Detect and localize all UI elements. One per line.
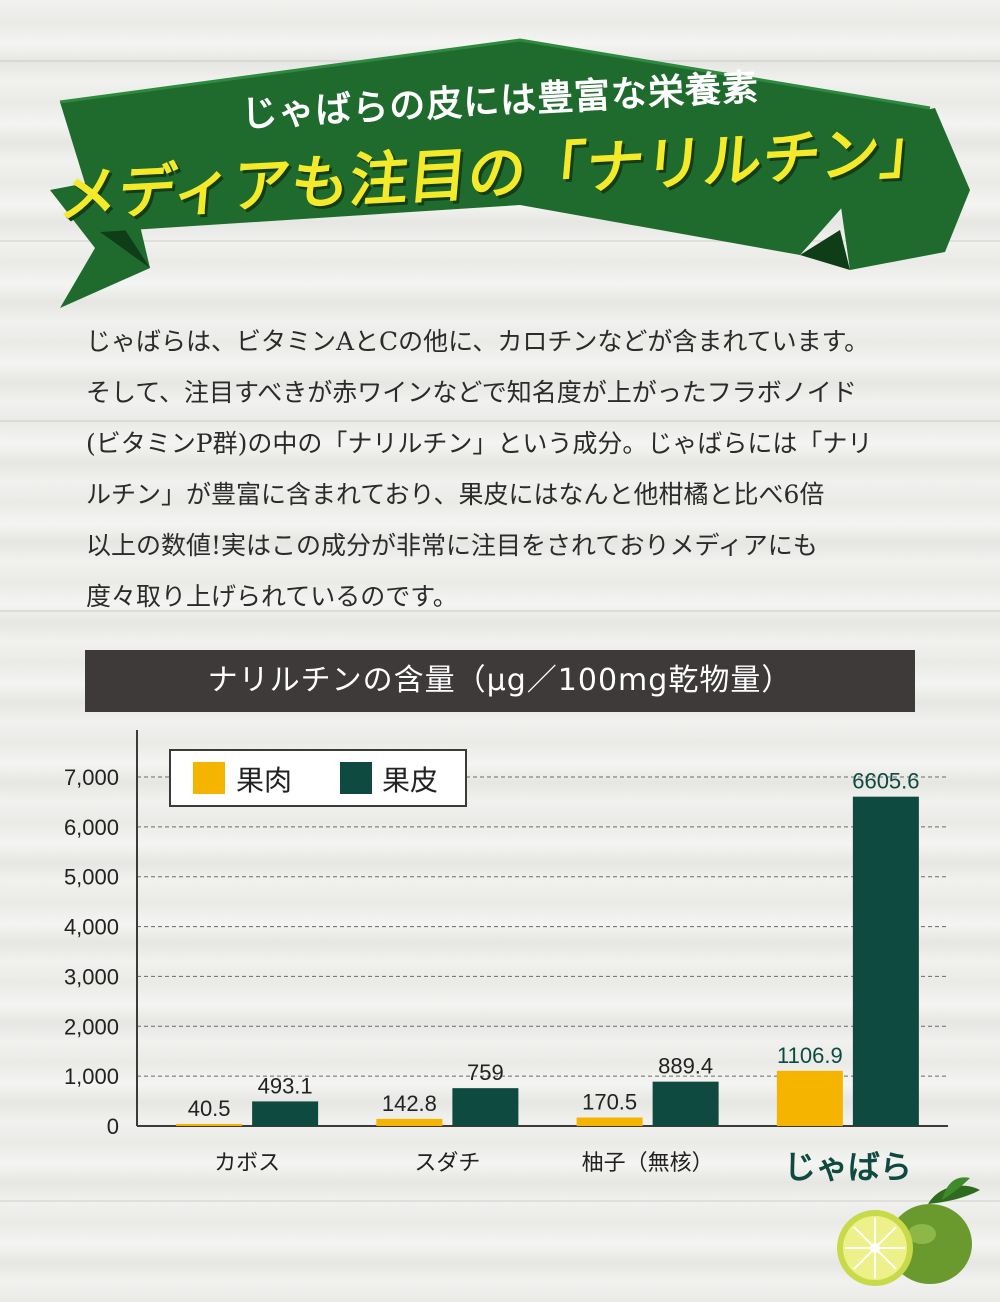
- x-tick-label: じゃばら: [784, 1149, 912, 1185]
- legend-swatch-peel: [340, 762, 372, 794]
- bar-flesh: [376, 1118, 443, 1126]
- bar-flesh: [776, 1070, 843, 1126]
- wood-texture-line: [0, 1200, 1000, 1202]
- y-tick-label: 3,000: [64, 964, 119, 989]
- y-tick-label: 2,000: [64, 1014, 119, 1039]
- fruit-highlight: [908, 1224, 936, 1244]
- ribbon-highlight: [59, 38, 931, 110]
- y-tick-labels: 0 1,000 2,000 3,000 4,000 5,000 6,000 7,000: [64, 765, 119, 1139]
- y-tick-label: 1,000: [64, 1064, 119, 1089]
- sliced-fruit-segments: [845, 1218, 905, 1278]
- ribbon-left-fold: [100, 222, 150, 268]
- ribbon-shape: [50, 38, 970, 308]
- intro-line: 以上の数値!実はこの成分が非常に注目をされておりメディアにも: [86, 531, 818, 560]
- x-tick-labels: カボス スダチ 柚子（無核） じゃばら: [214, 1149, 912, 1185]
- data-label: 40.5: [188, 1096, 231, 1121]
- intro-line: そして、注目すべきが赤ワインなどで知名度が上がったフラボノイド: [86, 378, 857, 407]
- x-tick-label: 柚子（無核）: [582, 1150, 714, 1175]
- y-tick-label: 6,000: [64, 815, 119, 840]
- leaf-icon: [942, 1177, 970, 1200]
- x-tick-label: スダチ: [414, 1150, 480, 1175]
- chart-title: ナリルチンの含量（μg／100mg乾物量）: [85, 650, 915, 712]
- legend-label-flesh: 果肉: [236, 765, 292, 796]
- ribbon-banner: じゃばらの皮には豊富な栄養素 メディアも注目の「ナリルチン」: [0, 0, 1000, 320]
- data-label: 170.5: [582, 1089, 637, 1114]
- intro-line: (ビタミンP群)の中の「ナリルチン」という成分。じゃばらには「ナリ: [86, 429, 873, 458]
- chart-legend: 果肉 果皮: [169, 749, 467, 807]
- bars: [176, 796, 919, 1126]
- y-tick-label: 4,000: [64, 915, 119, 940]
- bar-flesh: [176, 1123, 243, 1126]
- x-tick-label: カボス: [214, 1150, 280, 1175]
- data-label: 6605.6: [852, 769, 919, 794]
- intro-paragraph: じゃばらは、ビタミンAとCの他に、カロチンなどが含まれています。 そして、注目す…: [86, 316, 926, 622]
- data-label: 759: [467, 1060, 504, 1085]
- data-label: 142.8: [382, 1091, 437, 1116]
- data-label: 1106.9: [777, 1043, 843, 1068]
- jabara-fruit-illustration: [837, 1177, 980, 1286]
- wood-texture-line: [0, 240, 1000, 242]
- ribbon-right-fold: [800, 230, 850, 270]
- y-tick-label: 5,000: [64, 865, 119, 890]
- data-label: 493.1: [258, 1073, 313, 1098]
- bar-peel: [852, 796, 919, 1126]
- intro-line: ルチン」が豊富に含まれており、果皮にはなんと他柑橘と比べ6倍: [86, 480, 825, 509]
- bar-peel: [252, 1101, 319, 1126]
- leaf-icon: [928, 1185, 980, 1204]
- grid-lines: [137, 776, 948, 1077]
- wood-texture-line: [0, 610, 1000, 612]
- y-tick-label: 7,000: [64, 765, 119, 790]
- bar-peel: [452, 1088, 519, 1126]
- data-labels: 40.5 493.1 142.8 759 170.5 889.4 1106.9 6605.6: [188, 769, 920, 1121]
- legend-label-peel: 果皮: [382, 765, 438, 796]
- ribbon-main-band: [60, 40, 930, 255]
- y-tick-label: 0: [107, 1114, 119, 1139]
- bar-peel: [652, 1081, 719, 1126]
- legend-swatch-flesh: [193, 762, 225, 794]
- bar-chart: 0 1,000 2,000 3,000 4,000 5,000 6,000 7,000 40.…: [64, 730, 948, 1185]
- bar-flesh: [576, 1117, 643, 1126]
- intro-line: じゃばらは、ビタミンAとCの他に、カロチンなどが含まれています。: [86, 327, 870, 356]
- data-label: 889.4: [658, 1054, 713, 1079]
- wood-texture-line: [0, 420, 1000, 422]
- intro-line: 度々取り上げられているのです。: [86, 582, 458, 611]
